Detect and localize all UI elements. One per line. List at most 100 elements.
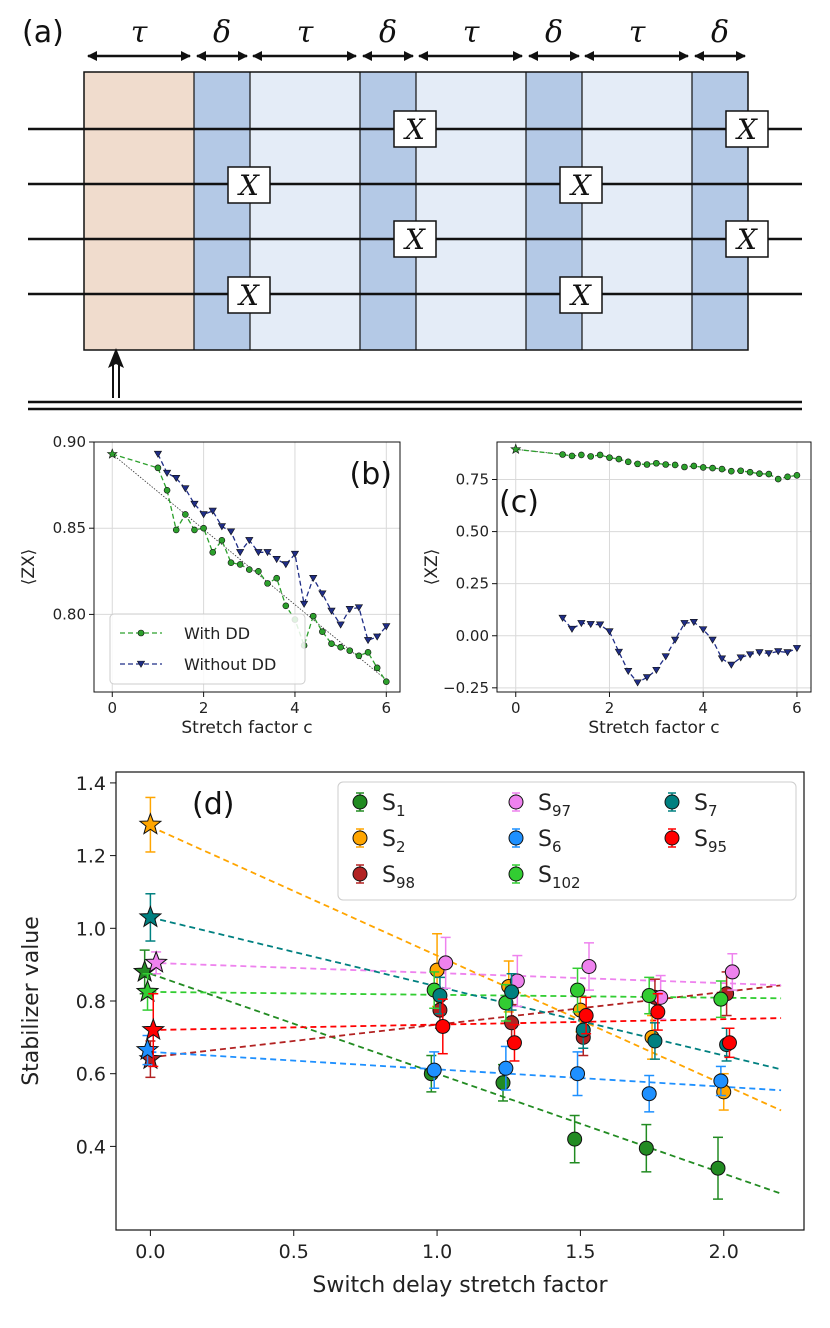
delta-label-1: δ (213, 15, 231, 50)
x-axis-label: Stretch factor c (181, 718, 312, 738)
tau-label-4: τ (629, 15, 646, 50)
legend-label-main: S (694, 791, 708, 816)
classical-wire (28, 348, 802, 411)
data-point (578, 451, 585, 459)
timing-labels: τ δ τ δ τ δ τ δ (131, 15, 729, 50)
x-tick-label: 0 (107, 699, 117, 717)
data-point (713, 991, 729, 1007)
data-point (710, 1160, 726, 1176)
legend-label-main: S (382, 827, 396, 852)
legend-label-with-dd: With DD (184, 624, 250, 643)
data-point (690, 462, 698, 470)
y-tick-label: 0.4 (76, 1136, 106, 1158)
fit-line-s6 (150, 1050, 782, 1092)
data-point (638, 1140, 654, 1156)
fit-line-s98 (150, 984, 782, 1059)
x-gate-q3-p4: X (725, 220, 769, 258)
series-line (157, 453, 387, 642)
legend-item-s98: S98 (352, 863, 415, 892)
data-point (382, 623, 391, 631)
data-point (309, 575, 318, 583)
data-point (765, 470, 773, 478)
data-point (575, 1022, 591, 1038)
y-tick-label: 0.85 (53, 519, 86, 537)
panel-b-label: (b) (350, 457, 392, 492)
data-point (624, 458, 632, 466)
legend-label-main: S (382, 863, 396, 888)
legend-marker (664, 794, 680, 810)
data-point-star (144, 950, 168, 973)
data-point (670, 636, 680, 644)
series-without-dd (153, 450, 391, 645)
legend-label-sub: 7 (708, 802, 718, 820)
y-tick-label: 0.50 (456, 523, 489, 541)
panel-a-label: (a) (22, 15, 64, 50)
x-gate-q1-p4: X (725, 110, 769, 148)
y-tick-label: 0.75 (456, 471, 489, 489)
data-point (708, 636, 717, 644)
data-point (728, 467, 735, 475)
data-point (643, 461, 651, 468)
data-point (227, 559, 235, 566)
x-axis-label: Switch delay stretch factor (312, 1273, 608, 1298)
legend-marker (508, 794, 524, 810)
data-point (255, 568, 262, 575)
data-point-star (138, 812, 163, 835)
data-point (153, 450, 163, 458)
panel-c-xz-chart: 0 2 4 6 −0.25 0.00 0.25 0.50 0.75 Stretch factor … (422, 441, 812, 738)
data-point (570, 982, 586, 998)
data-point (558, 614, 567, 622)
x-tick-label: 4 (290, 699, 300, 717)
data-point (264, 580, 271, 587)
x-tick-label: 6 (792, 699, 802, 717)
data-point (272, 556, 281, 564)
data-point (713, 1073, 729, 1089)
data-point (578, 1008, 594, 1024)
data-point (746, 468, 754, 476)
data-point (721, 1035, 737, 1051)
data-point (652, 666, 661, 674)
panel-d-label: (d) (192, 787, 234, 822)
svg-text:X: X (237, 279, 260, 312)
x-gate-q2-p3: X (559, 166, 603, 204)
data-point (671, 461, 679, 469)
data-point (373, 633, 382, 641)
y-tick-label: 1.0 (76, 918, 106, 940)
data-point (586, 621, 595, 629)
legend-box (337, 781, 797, 901)
legend-marker (352, 830, 368, 846)
data-point (426, 1062, 442, 1078)
data-point (309, 612, 317, 620)
data-point (236, 549, 245, 557)
delta-label-3: δ (545, 15, 563, 50)
data-point (191, 526, 198, 534)
data-point (650, 1004, 666, 1020)
legend-item-s97: S97 (508, 791, 571, 820)
data-point (647, 1033, 663, 1049)
data-point (784, 473, 791, 481)
svg-text:X: X (403, 223, 426, 256)
init-block (84, 72, 194, 350)
data-point (774, 648, 783, 656)
x-tick-label: 2 (199, 699, 209, 717)
legend-label-sub: 6 (552, 838, 562, 856)
data-point (498, 1060, 514, 1076)
data-point (764, 650, 773, 658)
delta-label-4: δ (711, 15, 729, 50)
legend-item-s1: S1 (352, 791, 406, 820)
data-point (495, 1075, 511, 1091)
data-point (236, 561, 244, 568)
svg-text:X: X (735, 113, 758, 146)
series-s6 (135, 1034, 729, 1113)
legend-box (109, 613, 306, 685)
svg-text:X: X (237, 169, 260, 202)
data-point (709, 464, 716, 472)
legend-label-sub: 98 (396, 874, 415, 892)
y-tick-label: 0.6 (76, 1064, 106, 1086)
legend-label-main: S (382, 791, 396, 816)
data-point (327, 607, 336, 615)
legend-marker (352, 794, 368, 810)
panel-b-zx-chart: 0 2 4 6 0.80 0.85 0.90 Stretch factor c ⟨ZX⟩ (b) W… (19, 433, 401, 738)
data-point (624, 667, 633, 675)
